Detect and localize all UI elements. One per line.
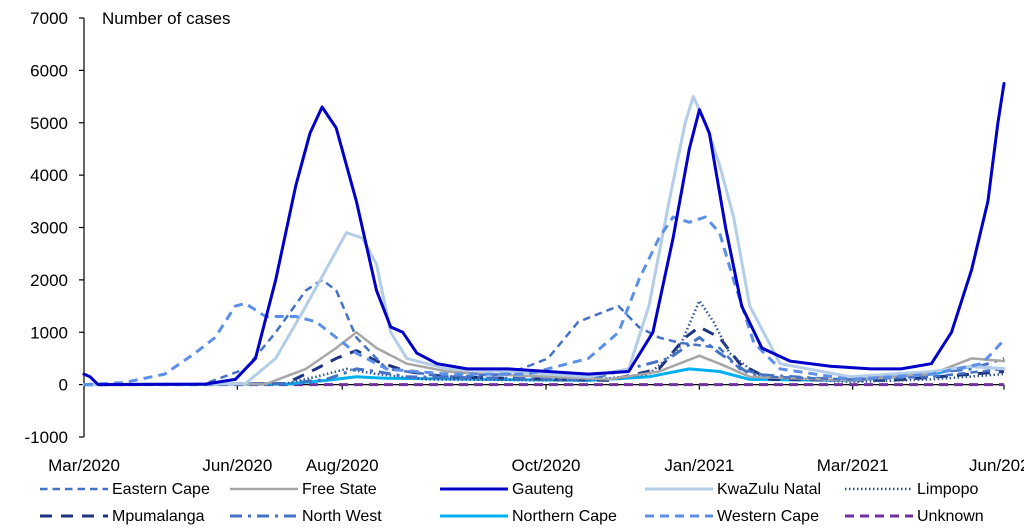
series-line-eastern-cape (83, 278, 1005, 386)
y-tick-label: 2000 (30, 271, 68, 290)
y-tick-label: 4000 (30, 166, 68, 185)
y-tick-label: 5000 (30, 114, 68, 133)
legend-label: Eastern Cape (112, 481, 210, 498)
y-tick-label: 7000 (30, 9, 68, 28)
y-tick-label: 1000 (30, 323, 68, 342)
legend-label: Gauteng (512, 481, 573, 498)
legend-label: Limpopo (917, 481, 978, 498)
x-tick-label: Jun/2020 (202, 456, 272, 475)
legend-label: Unknown (917, 508, 984, 525)
legend-label: KwaZulu Natal (717, 481, 821, 498)
legend-label: North West (302, 508, 382, 525)
legend-label: Mpumalanga (112, 508, 205, 525)
x-tick-label: Jan/2021 (664, 456, 734, 475)
x-tick-label: Mar/2021 (817, 456, 889, 475)
legend-label: Western Cape (717, 508, 819, 525)
x-tick-label: Mar/2020 (48, 456, 120, 475)
axes: -1000 0 1000 2000 3000 4000 5000 6000 7000 Mar/20… (25, 9, 1024, 475)
y-axis-title: Number of cases (102, 9, 231, 28)
series-layer (82, 82, 1006, 387)
series-line-western-cape (83, 215, 1006, 387)
y-tick-label: -1000 (25, 428, 68, 447)
x-tick-label: Jun/2021 (969, 456, 1024, 475)
series-line-kwazulu-natal (82, 95, 1006, 387)
y-tick-label: 0 (59, 376, 68, 395)
series-line-gauteng (82, 82, 1006, 387)
x-tick-label: Aug/2020 (306, 456, 379, 475)
series-line-limpopo (83, 299, 1005, 386)
y-tick-label: 6000 (30, 61, 68, 80)
x-tick-label: Oct/2020 (512, 456, 581, 475)
y-tick-label: 3000 (30, 219, 68, 238)
legend-label: Northern Cape (512, 508, 617, 525)
legend: Eastern Cape Free State Gauteng KwaZulu Nat… (40, 481, 984, 525)
legend-label: Free State (302, 481, 377, 498)
